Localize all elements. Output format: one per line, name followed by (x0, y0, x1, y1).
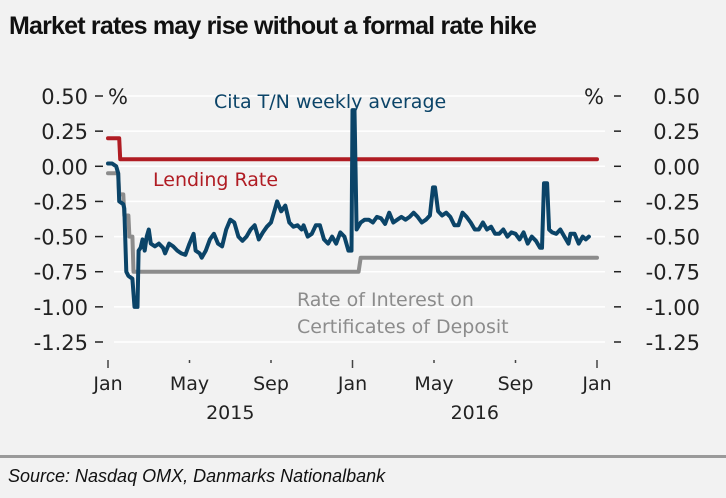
x-tick-label: Jan (337, 373, 367, 395)
annotation-cita: Cita T/N weekly average (214, 91, 446, 113)
y-tick-label-left: 0.50 (41, 85, 88, 109)
axis-ticks (95, 95, 621, 368)
x-tick-label: Jan (581, 373, 611, 395)
y-tick-label-left: -1.25 (34, 331, 88, 355)
y-unit-right: % (584, 85, 604, 109)
y-tick-label-left: -0.25 (34, 190, 88, 214)
x-tick-label: Sep (253, 373, 289, 395)
y-tick-label-left: -1.00 (34, 296, 88, 320)
annotations: Cita T/N weekly average Lending Rate Rate … (153, 91, 509, 338)
x-tick-label: Jan (92, 373, 122, 395)
y-tick-label-right: -0.25 (646, 190, 700, 214)
y-tick-label-right: 0.25 (653, 120, 700, 144)
x-year-label: 2016 (451, 402, 499, 424)
x-tick-label: Sep (498, 373, 534, 395)
y-tick-label-left: 0.25 (41, 120, 88, 144)
x-year-label: 2015 (206, 402, 254, 424)
annotation-cd: Certificates of Deposit (297, 316, 509, 338)
y-tick-label-left: 0.00 (41, 155, 88, 179)
y-tick-label-right: 0.00 (653, 155, 700, 179)
y-tick-label-left: -0.50 (34, 226, 88, 250)
y-tick-label-right: 0.50 (653, 85, 700, 109)
y-tick-label-right: -0.75 (646, 261, 700, 285)
annotation-lending: Lending Rate (153, 169, 278, 191)
y-tick-label-right: -1.25 (646, 331, 700, 355)
line-chart: 0.50 0.50 0.25 0.25 0.00 0.00 -0.25 -0.25 -0.50 -… (34, 85, 700, 424)
y-tick-label-right: -1.00 (646, 296, 700, 320)
source-note: Source: Nasdaq OMX, Danmarks Nationalban… (8, 466, 386, 486)
chart-title: Market rates may rise without a formal r… (9, 12, 537, 40)
series-line-lending (106, 136, 599, 162)
x-tick-label: May (170, 373, 209, 395)
source-divider (0, 455, 726, 458)
axis-labels: 0.50 0.50 0.25 0.25 0.00 0.00 -0.25 -0.25 -0.50 -… (34, 85, 700, 424)
y-unit-left: % (108, 85, 128, 109)
series-lines (106, 108, 599, 309)
series-line-cita (106, 108, 591, 309)
y-tick-label-left: -0.75 (34, 261, 88, 285)
annotation-cd: Rate of Interest on (297, 289, 474, 311)
y-tick-label-right: -0.50 (646, 226, 700, 250)
x-tick-label: May (414, 373, 453, 395)
